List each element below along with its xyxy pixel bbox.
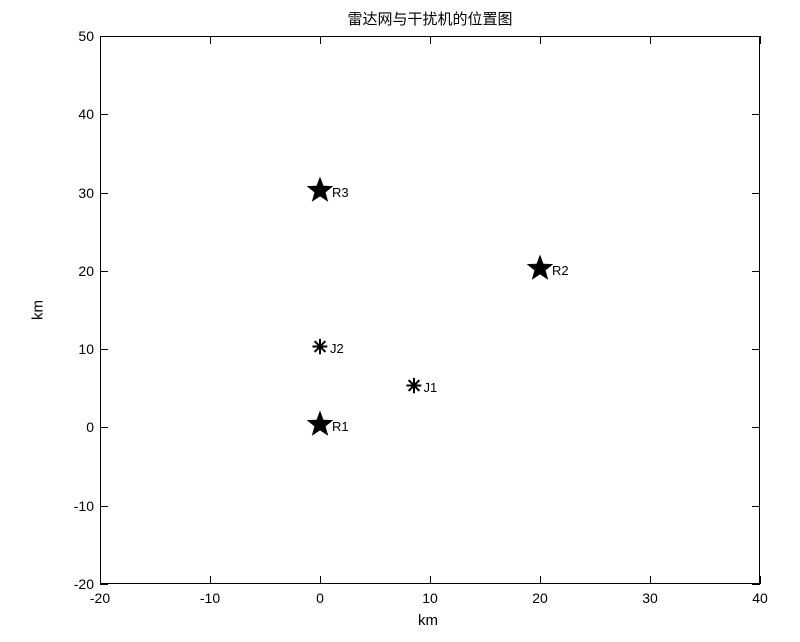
x-tick-label: 20 xyxy=(532,590,548,606)
x-tick-mark xyxy=(540,576,541,584)
x-tick-mark xyxy=(430,576,431,584)
x-tick-mark xyxy=(320,36,321,44)
jammer-j1-marker xyxy=(406,378,421,398)
radar-r3-marker xyxy=(306,176,334,209)
x-tick-mark xyxy=(320,576,321,584)
y-tick-mark xyxy=(100,193,108,194)
y-axis-label: km xyxy=(30,300,47,320)
y-tick-label: 10 xyxy=(64,341,94,357)
radar-r3-label: R3 xyxy=(332,185,349,200)
x-tick-label: 10 xyxy=(422,590,438,606)
x-tick-label: 40 xyxy=(752,590,768,606)
y-tick-mark xyxy=(752,427,760,428)
plot-area xyxy=(100,36,760,584)
x-tick-mark xyxy=(210,36,211,44)
jammer-j2-label: J2 xyxy=(330,341,344,356)
x-axis-label: km xyxy=(418,612,438,629)
radar-r2-label: R2 xyxy=(552,263,569,278)
x-tick-mark xyxy=(210,576,211,584)
y-tick-mark xyxy=(100,584,108,585)
y-tick-mark xyxy=(100,271,108,272)
radar-r1-marker xyxy=(306,411,334,444)
y-tick-mark xyxy=(752,114,760,115)
chart-container: 雷达网与干扰机的位置图 km km -20 -10 0 10 20 30 40 -20 -10 0… xyxy=(0,0,800,642)
x-tick-mark xyxy=(650,36,651,44)
x-tick-label: -10 xyxy=(200,590,220,606)
y-tick-label: 50 xyxy=(64,28,94,44)
x-tick-label: 30 xyxy=(642,590,658,606)
chart-title: 雷达网与干扰机的位置图 xyxy=(100,8,760,29)
y-tick-mark xyxy=(752,349,760,350)
x-tick-mark xyxy=(650,576,651,584)
y-tick-mark xyxy=(100,427,108,428)
y-tick-label: 0 xyxy=(64,419,94,435)
y-tick-label: -20 xyxy=(64,576,94,592)
y-tick-mark xyxy=(100,114,108,115)
y-tick-mark xyxy=(752,36,760,37)
x-tick-mark xyxy=(760,36,761,44)
jammer-j2-marker xyxy=(312,339,327,359)
y-tick-mark xyxy=(100,349,108,350)
radar-r1-label: R1 xyxy=(332,419,349,434)
y-tick-mark xyxy=(100,36,108,37)
y-tick-mark xyxy=(752,584,760,585)
x-tick-mark xyxy=(760,576,761,584)
x-tick-mark xyxy=(100,576,101,584)
jammer-j1-label: J1 xyxy=(424,380,438,395)
y-tick-mark xyxy=(752,271,760,272)
radar-r2-marker xyxy=(526,254,554,287)
x-tick-mark xyxy=(100,36,101,44)
y-tick-label: -10 xyxy=(64,498,94,514)
y-tick-label: 40 xyxy=(64,106,94,122)
y-tick-label: 20 xyxy=(64,263,94,279)
y-tick-mark xyxy=(100,506,108,507)
y-tick-mark xyxy=(752,506,760,507)
x-tick-mark xyxy=(540,36,541,44)
y-tick-label: 30 xyxy=(64,185,94,201)
x-tick-label: 0 xyxy=(316,590,324,606)
x-tick-label: -20 xyxy=(90,590,110,606)
x-tick-mark xyxy=(430,36,431,44)
y-tick-mark xyxy=(752,193,760,194)
